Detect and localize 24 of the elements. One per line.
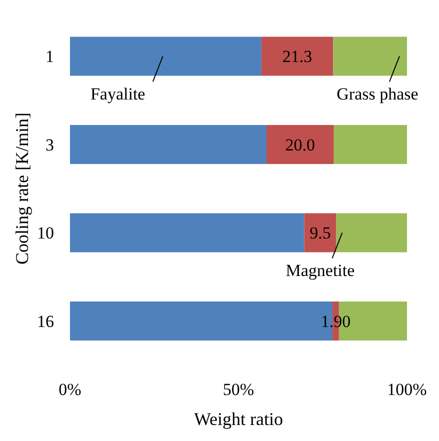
- bar: [261, 36, 334, 76]
- bar: [266, 124, 334, 164]
- bar: [333, 36, 407, 76]
- bar: [70, 213, 304, 252]
- bar: [304, 213, 336, 252]
- x-tick-label: 50%: [222, 380, 254, 400]
- bar: [336, 213, 407, 252]
- bar: [70, 124, 266, 164]
- y-axis-title: Cooling rate [K/min]: [12, 112, 32, 264]
- x-tick-label: 0%: [58, 380, 82, 400]
- y-tick-label: 16: [37, 312, 54, 331]
- bar: [70, 36, 262, 76]
- data-label: 9.5: [310, 224, 331, 243]
- series-label: Fayalite: [90, 84, 146, 104]
- series-label: Grass phase: [336, 84, 418, 104]
- y-tick-label: 1: [46, 47, 54, 66]
- data-label: 20.0: [285, 135, 316, 154]
- x-tick-label: 100%: [387, 380, 427, 400]
- bar: [334, 124, 407, 164]
- y-tick-label: 10: [37, 224, 54, 243]
- x-axis-title: Weight ratio: [194, 409, 284, 429]
- series-label: Magnetite: [286, 261, 355, 280]
- data-label: 21.3: [282, 47, 312, 66]
- y-tick-label: 3: [46, 135, 54, 154]
